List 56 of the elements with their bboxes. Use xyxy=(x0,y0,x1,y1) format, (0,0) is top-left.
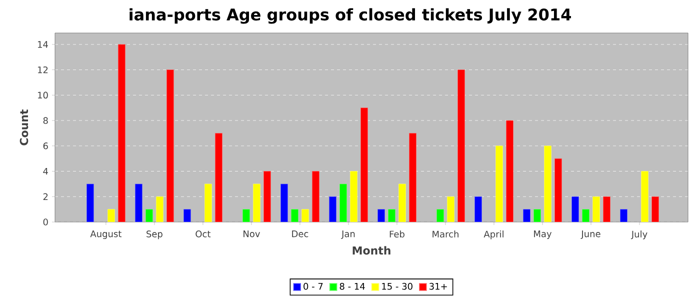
x-tick-label: Oct xyxy=(196,230,211,238)
bar xyxy=(118,44,126,222)
bar xyxy=(603,196,610,222)
bar xyxy=(156,196,164,222)
bar xyxy=(458,70,465,222)
x-tick-label: Dec xyxy=(292,230,308,238)
x-axis-title: Month xyxy=(352,246,390,255)
bar xyxy=(253,184,260,222)
legend-label: 8 - 14 xyxy=(340,282,365,290)
y-tick-label: 2 xyxy=(43,193,48,200)
bar xyxy=(312,171,320,222)
x-tick-label: July xyxy=(630,230,648,240)
x-tick-label: April xyxy=(484,230,504,240)
bar xyxy=(409,133,416,222)
bar xyxy=(214,133,222,222)
x-tick-label: June xyxy=(580,230,600,239)
chart-title: iana-ports Age groups of closed tickets July 2014 xyxy=(130,8,571,24)
legend-label: 0 - 7 xyxy=(304,282,323,290)
bar xyxy=(554,158,562,222)
x-tick-label: Nov xyxy=(244,230,260,238)
y-axis-title: Count xyxy=(20,109,28,146)
y-tick-label: 10 xyxy=(38,92,48,99)
bar xyxy=(652,196,659,222)
y-tick-label: 0 xyxy=(43,218,48,226)
x-tick-label: Jan xyxy=(341,230,355,239)
x-tick-label: Feb xyxy=(390,230,404,238)
y-tick-label: 14 xyxy=(38,41,48,48)
bar xyxy=(329,196,336,222)
legend-label: 15 - 30 xyxy=(382,282,412,290)
bar xyxy=(641,171,648,222)
bar xyxy=(572,196,579,222)
bar xyxy=(447,196,454,222)
legend-label: 31+ xyxy=(430,282,447,290)
bar xyxy=(496,146,503,222)
bar xyxy=(204,184,212,222)
bar xyxy=(544,146,552,222)
y-tick-label: 12 xyxy=(38,66,48,74)
bar xyxy=(134,184,142,222)
bar xyxy=(360,108,368,222)
y-tick-label: 6 xyxy=(43,142,48,150)
bar xyxy=(166,70,174,222)
bar xyxy=(264,171,271,222)
bar xyxy=(280,184,288,222)
bar xyxy=(474,196,482,222)
x-tick-label: Sep xyxy=(146,230,162,240)
bar xyxy=(592,196,600,222)
x-tick-label: May xyxy=(534,230,552,239)
bar xyxy=(340,184,347,222)
bar xyxy=(86,184,94,222)
bar xyxy=(350,171,358,222)
x-tick-label: March xyxy=(432,230,458,238)
y-tick-label: 4 xyxy=(43,168,48,175)
bar xyxy=(398,184,406,222)
y-tick-label: 8 xyxy=(43,117,48,124)
x-tick-label: August xyxy=(90,230,122,239)
bar xyxy=(506,120,514,222)
